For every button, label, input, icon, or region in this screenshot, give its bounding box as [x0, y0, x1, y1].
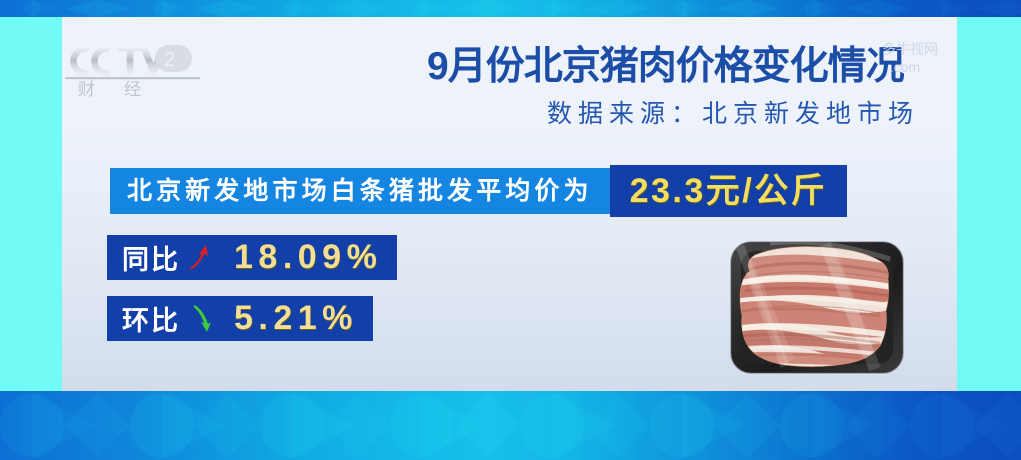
svg-text:经: 经 [124, 80, 141, 98]
svg-text:2: 2 [164, 49, 175, 71]
svg-text:财: 财 [78, 80, 95, 98]
